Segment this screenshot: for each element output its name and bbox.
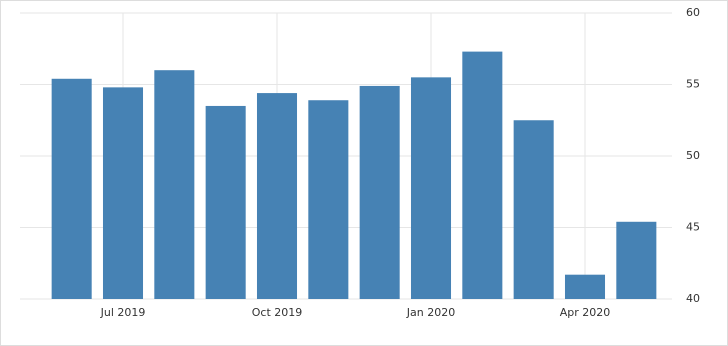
bar (616, 221, 657, 299)
bar (308, 100, 349, 299)
bar (359, 85, 400, 300)
y-tick-label: 40 (686, 292, 700, 305)
x-tick-label: Apr 2020 (560, 306, 611, 319)
bar (462, 51, 503, 299)
x-tick-label: Jan 2020 (406, 306, 455, 319)
y-tick-label: 55 (686, 78, 700, 91)
bar (51, 78, 92, 299)
bar (410, 77, 452, 299)
bar (256, 93, 298, 299)
y-tick-label: 60 (686, 6, 700, 19)
x-tick-label: Jul 2019 (100, 306, 146, 319)
bar (513, 120, 554, 299)
bar (564, 274, 606, 299)
y-tick-label: 45 (686, 221, 700, 234)
x-tick-label: Oct 2019 (252, 306, 303, 319)
bar (102, 87, 144, 299)
bar (205, 105, 246, 299)
y-tick-label: 50 (686, 149, 700, 162)
bar (154, 70, 195, 299)
